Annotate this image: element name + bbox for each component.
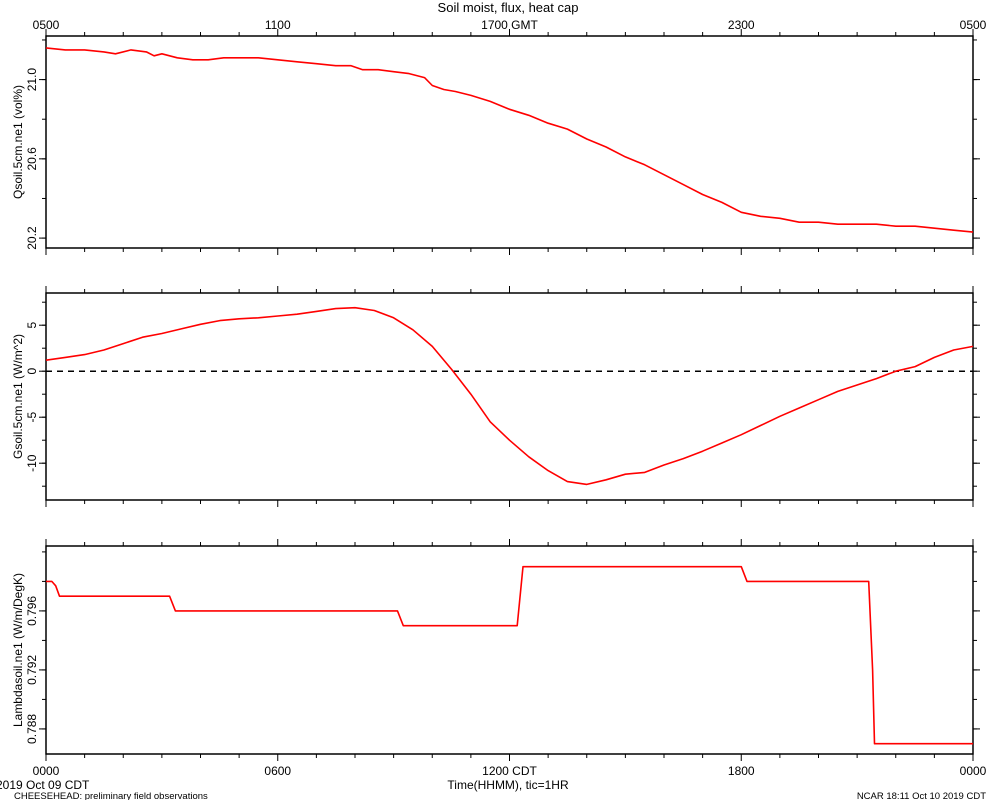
bottom-axis-tick-label: 0600 [264,764,291,778]
bottom-axis-tick-label: 1200 CDT [482,764,537,778]
y-tick-label: 0 [25,368,39,375]
bottom-axis-tick-label: 1800 [728,764,755,778]
series-line [45,47,974,233]
y-tick-label: 0.788 [25,714,39,744]
chart-title: Soil moist, flux, heat cap [438,0,579,15]
y-axis-label: Qsoil.5cm.ne1 (vol%) [11,85,25,199]
footer-stamp: NCAR 18:11 Oct 10 2019 CDT [857,791,986,800]
bottom-axis-tick-label: 0000 [33,764,60,778]
y-tick-label: 20.6 [25,147,39,171]
series-line [46,565,973,745]
series-line [45,306,974,486]
top-axis-tick-label: 1100 [265,18,291,32]
footer-date: 2019 Oct 09 CDT [0,778,90,792]
y-tick-label: -10 [25,454,39,472]
top-axis-tick-label: 0500 [960,18,987,32]
panel-frame [45,292,974,501]
y-tick-label: 5 [25,322,39,329]
y-tick-label: 20.2 [25,226,39,250]
panel-frame [45,545,974,755]
y-tick-label: 0.796 [25,596,39,626]
top-axis-tick-label: 2300 [728,18,755,32]
x-axis-label: Time(HHMM), tic=1HR [447,778,569,792]
footer-project: CHEESEHEAD: preliminary field observatio… [14,791,208,800]
top-axis-tick-label: 1700 GMT [481,18,538,32]
y-tick-label: 21.0 [25,68,39,92]
panel-frame [45,35,974,249]
y-tick-label: -5 [25,412,39,423]
y-axis-label: Lambdasoil.ne1 (W/m/DegK) [11,573,25,727]
y-tick-label: 0.792 [25,655,39,685]
bottom-axis-tick-label: 0000 [960,764,987,778]
top-axis-tick-label: 0500 [33,18,60,32]
y-axis-label: Gsoil.5cm.ne1 (W/m^2) [11,334,25,459]
